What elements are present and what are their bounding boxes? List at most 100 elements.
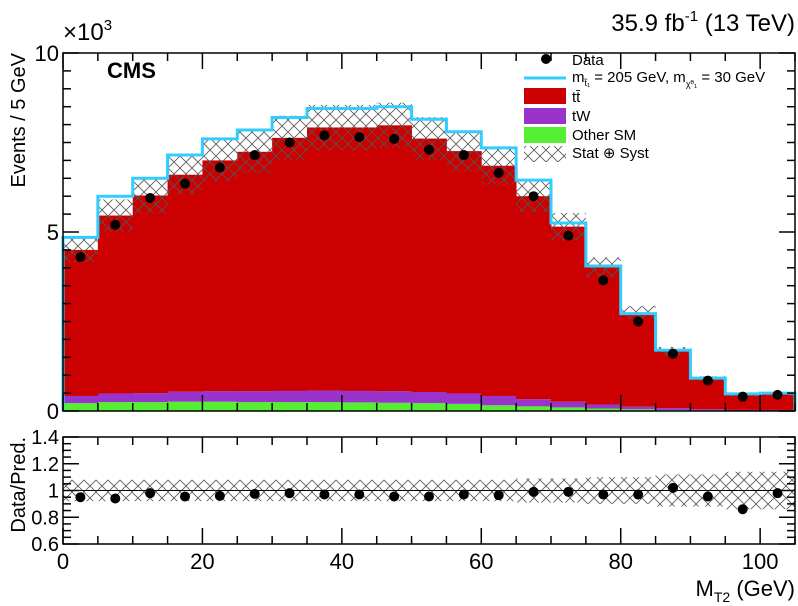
data-point-6 xyxy=(284,137,295,148)
hist-bar-1-9 xyxy=(376,391,412,403)
unc-band-bin-8 xyxy=(341,104,377,151)
data-point-18 xyxy=(702,375,713,386)
legend-marker-data xyxy=(541,54,551,64)
ratio-point-17 xyxy=(668,482,678,493)
unc-band-bin-4 xyxy=(202,139,238,182)
hist-bar-1-4 xyxy=(202,391,238,402)
ratio-point-20 xyxy=(772,488,783,499)
hist-bar-2-16 xyxy=(620,312,656,407)
ratio-point-3 xyxy=(180,491,190,502)
x-tick-label: 100 xyxy=(742,549,779,574)
cms-label: CMS xyxy=(107,58,156,83)
hist-bar-2-17 xyxy=(655,351,691,409)
hist-bar-0-14 xyxy=(551,407,587,411)
hist-bar-2-3 xyxy=(167,174,203,392)
ratio-point-14 xyxy=(563,486,574,497)
ratio-y-tick-label: 1.4 xyxy=(31,427,59,449)
data-point-8 xyxy=(354,132,365,143)
hist-bar-1-3 xyxy=(167,391,203,402)
x-tick-label: 0 xyxy=(57,549,69,574)
hist-bar-0-7 xyxy=(307,402,343,411)
data-point-3 xyxy=(180,178,190,189)
data-point-7 xyxy=(319,130,330,141)
luminosity-label: 35.9 fb-1 (13 TeV) xyxy=(611,8,795,37)
hist-bar-2-4 xyxy=(202,160,238,392)
hist-bar-2-13 xyxy=(516,196,552,400)
hist-bar-2-19 xyxy=(725,394,761,410)
hist-bar-2-11 xyxy=(446,151,482,394)
hist-bar-2-15 xyxy=(585,267,622,405)
hist-bar-0-16 xyxy=(620,409,656,411)
legend-label-other: Other SM xyxy=(572,127,636,144)
hist-bar-0-4 xyxy=(202,401,238,411)
hist-bar-0-11 xyxy=(446,403,482,411)
hist-bar-1-16 xyxy=(620,406,656,410)
legend-label-signal: mt̃₁ = 205 GeV, mχ̃⁰₁ = 30 GeV xyxy=(572,69,765,89)
y-tick-label: 5 xyxy=(47,220,59,245)
ratio-point-0 xyxy=(75,492,86,503)
data-point-9 xyxy=(389,133,400,144)
legend-label-tw: tW xyxy=(572,108,591,125)
hist-bar-1-12 xyxy=(481,395,517,406)
ratio-point-11 xyxy=(458,489,469,500)
data-point-16 xyxy=(633,316,644,327)
hist-bar-2-10 xyxy=(411,138,447,393)
ratio-point-2 xyxy=(145,488,156,499)
legend-label-unc: Stat ⊕ Syst xyxy=(572,145,650,162)
hist-bar-2-2 xyxy=(132,195,168,394)
hist-bar-1-5 xyxy=(237,391,273,403)
data-point-15 xyxy=(598,275,609,286)
x-axis-label: MT2 (GeV) xyxy=(696,576,795,605)
ratio-point-19 xyxy=(737,504,748,515)
legend-marker-other xyxy=(524,127,566,143)
data-point-17 xyxy=(668,348,678,359)
hist-bar-1-13 xyxy=(516,399,552,407)
hist-bar-0-9 xyxy=(376,402,412,411)
legend-label-ttbar: tt̄ xyxy=(572,89,581,106)
hist-bar-2-0 xyxy=(63,249,99,396)
y-tick-label: 10 xyxy=(35,41,59,66)
hist-bar-1-14 xyxy=(551,401,587,408)
data-point-1 xyxy=(110,219,121,230)
main-axes: 0 5 10 xyxy=(35,41,796,424)
hist-bar-1-15 xyxy=(585,404,622,409)
ratio-point-9 xyxy=(389,491,400,502)
hist-bar-1-1 xyxy=(97,393,134,403)
ratio-point-5 xyxy=(249,488,260,499)
ratio-y-tick-label: 0.8 xyxy=(31,507,59,529)
hist-bar-1-11 xyxy=(446,393,482,404)
data-points xyxy=(75,130,783,402)
data-point-20 xyxy=(772,389,783,400)
main-ylabel: Events / 5 GeV xyxy=(8,52,30,187)
hist-bar-1-2 xyxy=(132,393,168,403)
data-point-13 xyxy=(528,191,539,202)
x-tick-label: 20 xyxy=(190,549,214,574)
ratio-y-tick-label: 1 xyxy=(48,481,59,503)
ratio-y-tick-label: 0.6 xyxy=(31,534,59,556)
hist-bar-0-15 xyxy=(585,408,622,411)
ratio-point-10 xyxy=(424,491,434,502)
hist-bar-2-1 xyxy=(97,215,134,394)
unc-band-bin-12 xyxy=(481,146,517,185)
x-tick-label: 60 xyxy=(469,549,493,574)
hist-bar-1-10 xyxy=(411,392,447,404)
data-point-2 xyxy=(145,192,156,203)
ratio-ylabel: Data/Pred. xyxy=(8,437,30,533)
legend-label-data: Data xyxy=(572,52,604,69)
hist-bar-1-0 xyxy=(63,395,99,404)
ratio-point-18 xyxy=(702,491,713,502)
ratio-point-15 xyxy=(598,489,609,500)
y-tick-label: 0 xyxy=(47,399,59,424)
hist-bar-0-5 xyxy=(237,402,273,411)
x-tick-label: 40 xyxy=(330,549,354,574)
ratio-point-4 xyxy=(214,490,225,501)
unc-band-bin-7 xyxy=(307,104,342,151)
data-point-5 xyxy=(249,150,260,161)
hist-bar-2-20 xyxy=(760,393,796,410)
stacked-histograms xyxy=(63,125,796,411)
legend-marker-tw xyxy=(524,108,566,124)
hist-bar-1-17 xyxy=(655,408,691,410)
hist-bar-0-8 xyxy=(341,402,378,411)
hist-bar-0-3 xyxy=(167,401,203,411)
data-point-12 xyxy=(493,167,504,178)
